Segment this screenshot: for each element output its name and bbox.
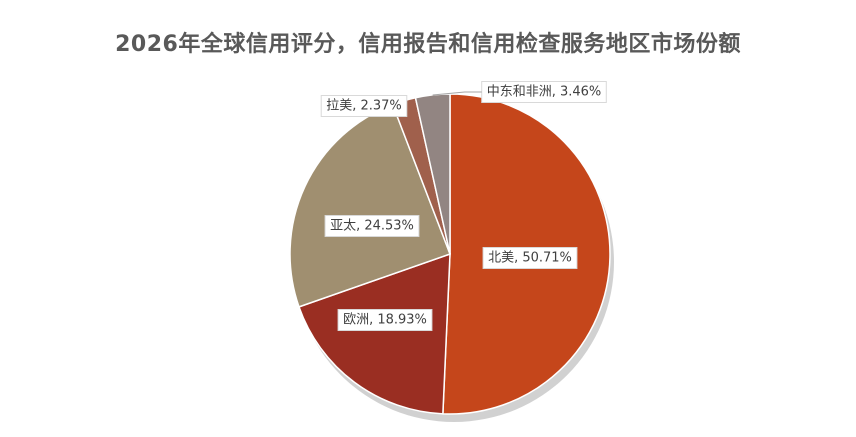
data-label-2: 亚太, 24.53%	[324, 215, 420, 237]
data-label-3: 拉美, 2.37%	[320, 95, 408, 117]
data-label-1: 欧洲, 18.93%	[337, 309, 433, 331]
data-label-box-0	[482, 247, 578, 269]
data-label-text-1: 欧洲, 18.93%	[343, 313, 427, 328]
data-label-text-0: 北美, 50.71%	[488, 251, 572, 266]
data-label-box-3	[320, 95, 408, 117]
leader-line-4	[432, 91, 482, 96]
chart-title: 2026年全球信用评分，信用报告和信用检查服务地区市场份额	[115, 32, 741, 57]
data-label-text-4: 中东和非洲, 3.46%	[487, 85, 602, 100]
data-label-text-3: 拉美, 2.37%	[326, 99, 402, 114]
data-label-text-2: 亚太, 24.53%	[330, 219, 414, 234]
data-label-4: 中东和非洲, 3.46%	[481, 81, 607, 103]
data-label-0: 北美, 50.71%	[482, 247, 578, 269]
data-label-box-2	[324, 215, 420, 237]
data-label-box-1	[337, 309, 433, 331]
